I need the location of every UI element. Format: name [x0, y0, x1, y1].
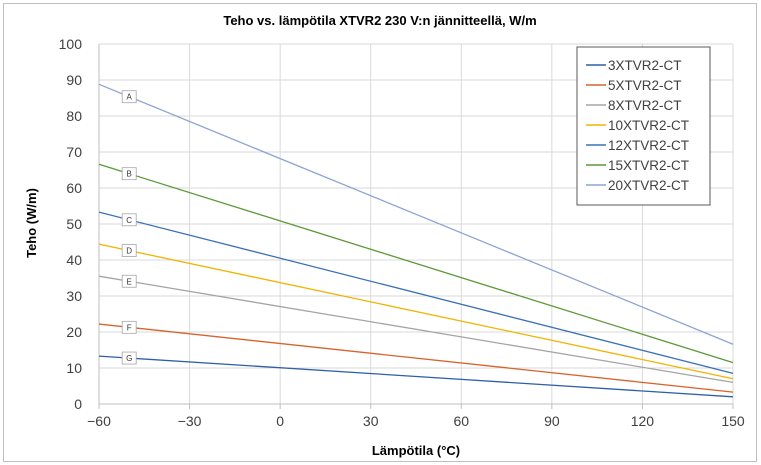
series-marker-box	[121, 244, 137, 257]
series-marker-box	[121, 90, 137, 104]
legend-entry: 20XTVR2-CT	[608, 178, 689, 193]
series-marker-box	[121, 351, 137, 365]
y-axis-title: Teho (W/m)	[24, 188, 39, 258]
x-tick-label: −60	[87, 413, 111, 429]
legend-box	[576, 46, 711, 206]
y-tick-label: 70	[66, 144, 82, 160]
y-tick-label: 80	[66, 108, 82, 124]
x-tick-label: 90	[544, 413, 560, 429]
series-line	[98, 211, 734, 375]
series-marker-box	[121, 213, 137, 227]
series-line	[98, 83, 734, 345]
x-tick-label: 0	[276, 413, 284, 429]
legend-entry: 3XTVR2-CT	[608, 58, 682, 73]
legend-entry: 12XTVR2-CT	[608, 138, 689, 153]
legend-entry: 8XTVR2-CT	[608, 98, 682, 113]
line-markers: G F E D C B A	[121, 90, 137, 365]
y-tick-label: 10	[66, 360, 82, 376]
series-marker-box	[121, 320, 137, 334]
y-tick-label: 60	[66, 180, 82, 196]
series-marker-label: F	[127, 323, 132, 332]
y-tick-label: 90	[66, 72, 82, 88]
legend-entry: 10XTVR2-CT	[608, 118, 689, 133]
x-tick-label: 60	[453, 413, 469, 429]
series-line	[98, 163, 734, 364]
x-tick-label: 150	[721, 413, 745, 429]
series-line	[98, 323, 734, 393]
chart-title: Teho vs. lämpötila XTVR2 230 V:n jännitt…	[223, 13, 536, 28]
series-line	[98, 355, 734, 398]
series-marker-label: E	[127, 277, 132, 286]
series-marker-label: C	[126, 216, 132, 225]
series-line	[98, 275, 734, 384]
y-tick-label: 50	[66, 216, 82, 232]
legend-entry: 15XTVR2-CT	[608, 158, 689, 173]
y-tick-label: 40	[66, 252, 82, 268]
y-tick-label: 20	[66, 324, 82, 340]
series-marker-label: B	[127, 170, 132, 179]
series-marker-box	[121, 167, 137, 181]
x-tick-label: 120	[631, 413, 655, 429]
y-tick-label: 30	[66, 288, 82, 304]
series-marker-label: G	[126, 354, 132, 363]
legend-entry: 5XTVR2-CT	[608, 78, 682, 93]
series-marker-label: A	[127, 93, 133, 102]
series-line	[98, 243, 734, 380]
series-marker-label: D	[126, 247, 132, 256]
x-tick-label: 30	[363, 413, 379, 429]
series-marker-box	[121, 274, 137, 288]
y-tick-label: 100	[59, 36, 83, 52]
x-tick-label: −30	[178, 413, 202, 429]
series-lines	[98, 83, 734, 398]
legend: 3XTVR2-CT 5XTVR2-CT 8XTVR2-CT 10XTVR2-CT 12X…	[576, 46, 711, 206]
x-axis-title: Lämpötila (°C)	[372, 443, 460, 458]
axes: 0 10 20 30 40 50 60 70 80 90 100 −60 −30 0 30 60 90 120 15…	[59, 36, 745, 429]
y-tick-label: 0	[74, 396, 82, 412]
